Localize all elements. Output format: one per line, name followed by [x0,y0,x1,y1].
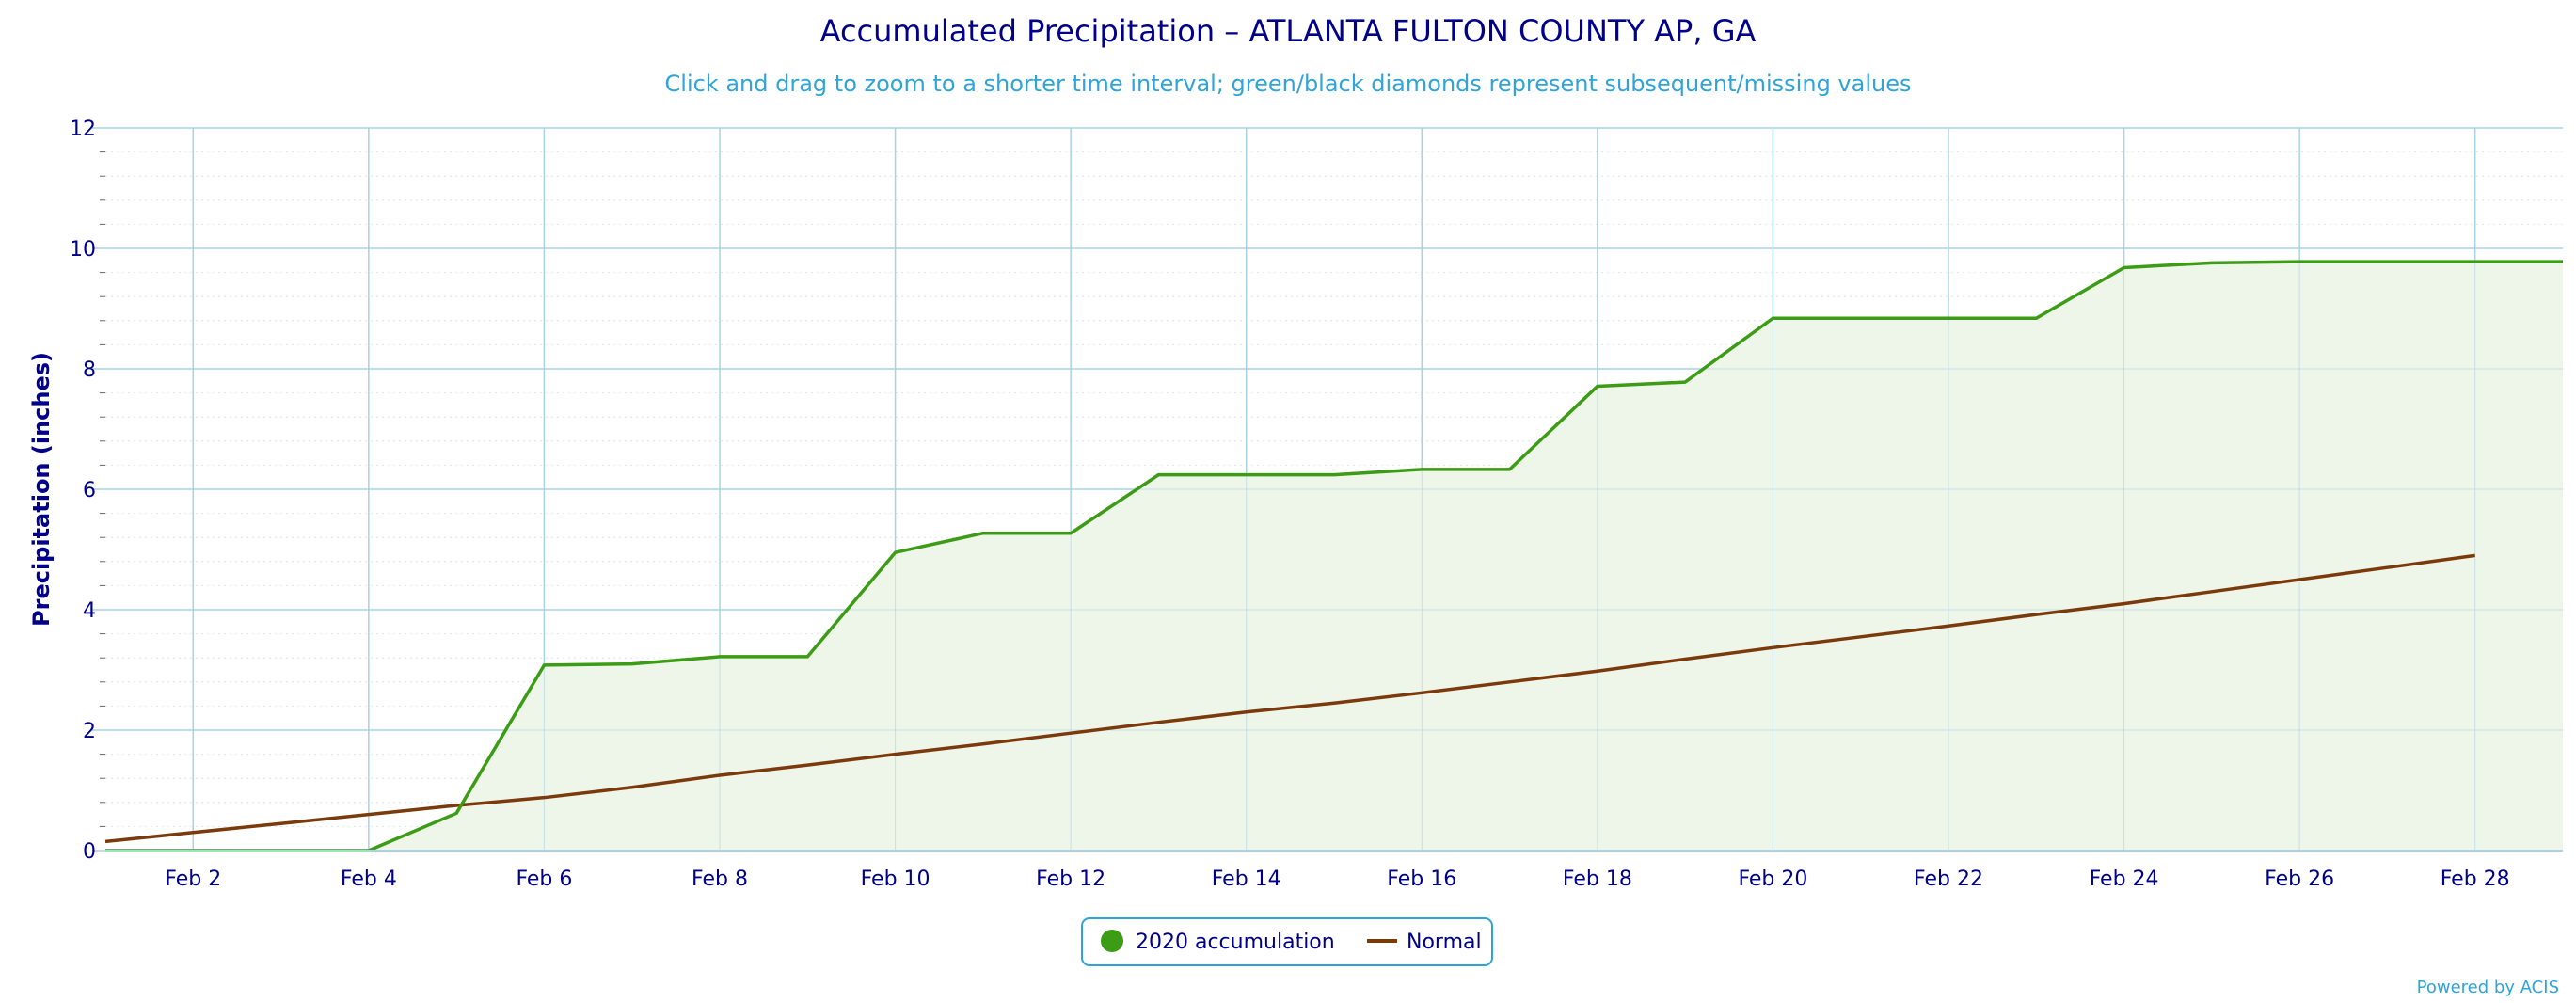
legend-accumulation-marker [1101,930,1123,952]
normal-point [1769,644,1776,651]
normal-point [2383,564,2391,571]
normal-point [1243,708,1250,716]
legend-item-normal[interactable]: Normal [1367,931,1482,954]
accumulation-point [2121,263,2128,271]
x-tick-label: Feb 18 [1563,868,1632,891]
accumulation-line [105,260,2563,852]
y-tick-label: 0 [83,840,96,864]
accumulation-point [628,661,636,668]
accumulation-point [1154,471,1162,479]
x-tick-label: Feb 28 [2441,868,2510,891]
accumulation-point [2383,258,2391,265]
legend[interactable]: 2020 accumulation Normal [1081,917,1493,966]
y-tick-label: 2 [83,720,96,743]
normal-point [979,740,987,748]
normal-point [540,794,548,802]
accumulation-point [1681,378,1689,386]
normal-point [2296,576,2303,583]
accumulation-point [2296,258,2303,265]
normal-point [1681,655,1689,662]
chart-subtitle: Click and drag to zoom to a shorter time… [665,71,1912,97]
x-tick-label: Feb 16 [1387,868,1456,891]
normal-point [2472,551,2479,559]
accumulation-point [979,530,987,537]
legend-item-accumulation[interactable]: 2020 accumulation [1101,930,1335,954]
normal-point [2121,600,2128,608]
normal-point [102,837,109,845]
x-tick-label: Feb 10 [861,868,930,891]
accumulation-point [716,653,724,661]
normal-point [189,829,197,836]
accumulation-point [2032,314,2040,322]
x-tick-label: Feb 14 [1212,868,1281,891]
y-tick-label: 4 [83,599,96,623]
credit-link[interactable]: Powered by ACIS [2417,978,2559,997]
normal-point [1418,689,1425,696]
normal-point [2032,611,2040,618]
x-tick-label: Feb 24 [2090,868,2159,891]
accumulation-point [2559,258,2567,265]
normal-point [1945,622,1952,629]
legend-accumulation-label: 2020 accumulation [1136,931,1335,954]
x-tick-label: Feb 4 [341,868,397,891]
normal-point [453,802,460,809]
accumulation-area [105,262,2563,852]
normal-point [278,820,285,827]
normal-point [1154,719,1162,726]
normal-point [716,772,724,779]
accumulation-point [1506,466,1514,473]
accumulation-point [1418,466,1425,473]
axes: 0 2 4 6 8 10 12 Feb 2 Feb 4 Feb 6 Feb 8 Feb 10 Feb 1… [70,118,2563,891]
x-tick-label: Feb 8 [692,868,748,891]
legend-normal-label: Normal [1407,931,1482,954]
x-tick-label: Feb 12 [1036,868,1105,891]
accumulation-point [892,549,899,556]
normal-point [2208,588,2216,596]
legend-box [1081,917,1493,966]
x-tick-label: Feb 20 [1738,868,1807,891]
plot-area[interactable] [102,127,2567,854]
normal-point [892,751,899,758]
accumulation-point [1857,314,1865,322]
accumulation-point [803,653,811,661]
x-tick-label: Feb 2 [165,868,221,891]
accumulation-point [2472,258,2479,265]
x-tick-label: Feb 26 [2265,868,2334,891]
accumulation-point [1945,314,1952,322]
normal-point [803,761,811,769]
accumulation-point [540,661,548,669]
x-tick-label: Feb 22 [1914,868,1983,891]
y-tick-label: 10 [70,238,96,262]
normal-point [1067,729,1074,737]
accumulation-point [453,809,460,817]
y-axis-title: Precipitation (inches) [28,352,55,627]
normal-point [1506,678,1514,686]
accumulation-point [2208,259,2216,266]
accumulation-point [1243,471,1250,479]
accumulation-point [1769,314,1776,322]
normal-point [628,784,636,791]
y-tick-label: 8 [83,358,96,382]
accumulation-point [1330,471,1338,479]
normal-point [1330,699,1338,707]
y-tick-label: 12 [70,118,96,141]
normal-point [1857,633,1865,641]
chart-title: Accumulated Precipitation – ATLANTA FULT… [820,13,1757,49]
y-tick-label: 6 [83,479,96,502]
accumulation-point [1594,383,1601,390]
x-tick-label: Feb 6 [516,868,572,891]
normal-point [365,811,373,819]
normal-line [104,553,2475,844]
normal-point [1594,667,1601,675]
accumulation-point [1067,530,1074,537]
